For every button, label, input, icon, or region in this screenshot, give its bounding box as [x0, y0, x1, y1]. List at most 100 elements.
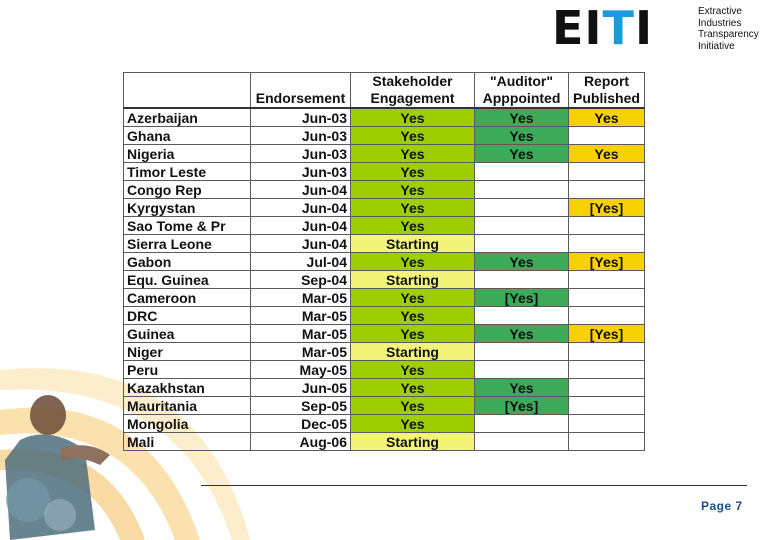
- endorsement-cell: Dec-05: [250, 414, 351, 433]
- table-row: Mali Aug-06 Starting: [123, 432, 645, 451]
- endorsement-cell: Sep-04: [250, 270, 351, 289]
- endorsement-cell: Mar-05: [250, 342, 351, 361]
- endorsement-cell: Jun-05: [250, 378, 351, 397]
- report-cell: [568, 396, 645, 415]
- auditor-cell: [474, 432, 569, 451]
- report-cell: [568, 234, 645, 253]
- endorsement-cell: Mar-05: [250, 306, 351, 325]
- report-cell: [568, 216, 645, 235]
- table-row: Timor Leste Jun-03 Yes: [123, 162, 645, 181]
- endorsement-cell: Jun-03: [250, 144, 351, 163]
- country-cell: Equ. Guinea: [123, 270, 251, 289]
- endorsement-cell: Mar-05: [250, 324, 351, 343]
- table-row: Sierra Leone Jun-04 Starting: [123, 234, 645, 253]
- country-cell: Gabon: [123, 252, 251, 271]
- country-cell: Sierra Leone: [123, 234, 251, 253]
- stakeholder-cell: Yes: [350, 360, 475, 379]
- auditor-cell: Yes: [474, 378, 569, 397]
- country-cell: Mongolia: [123, 414, 251, 433]
- country-cell: Kazakhstan: [123, 378, 251, 397]
- endorsement-cell: Mar-05: [250, 288, 351, 307]
- country-cell: DRC: [123, 306, 251, 325]
- stakeholder-cell: Yes: [350, 144, 475, 163]
- endorsement-cell: Jun-03: [250, 126, 351, 145]
- endorsement-cell: Sep-05: [250, 396, 351, 415]
- report-cell: [Yes]: [568, 198, 645, 217]
- country-cell: Guinea: [123, 324, 251, 343]
- header-stakeholder: Stakeholder Engagement: [350, 72, 475, 109]
- country-cell: Niger: [123, 342, 251, 361]
- table-row: Guinea Mar-05 Yes Yes [Yes]: [123, 324, 645, 343]
- auditor-cell: [474, 270, 569, 289]
- header-country: [123, 72, 251, 109]
- auditor-cell: [Yes]: [474, 396, 569, 415]
- table-row: Mauritania Sep-05 Yes [Yes]: [123, 396, 645, 415]
- stakeholder-cell: Starting: [350, 432, 475, 451]
- country-cell: Mali: [123, 432, 251, 451]
- table-row: Niger Mar-05 Starting: [123, 342, 645, 361]
- country-cell: Sao Tome & Pr: [123, 216, 251, 235]
- table-row: Kazakhstan Jun-05 Yes Yes: [123, 378, 645, 397]
- auditor-cell: Yes: [474, 107, 569, 127]
- table-row: Gabon Jul-04 Yes Yes [Yes]: [123, 252, 645, 271]
- country-cell: Ghana: [123, 126, 251, 145]
- stakeholder-cell: Yes: [350, 180, 475, 199]
- stakeholder-cell: Yes: [350, 414, 475, 433]
- auditor-cell: [474, 342, 569, 361]
- endorsement-cell: May-05: [250, 360, 351, 379]
- endorsement-cell: Jul-04: [250, 252, 351, 271]
- stakeholder-cell: Yes: [350, 378, 475, 397]
- report-cell: [568, 360, 645, 379]
- auditor-cell: Yes: [474, 144, 569, 163]
- endorsement-cell: Jun-03: [250, 162, 351, 181]
- country-cell: Congo Rep: [123, 180, 251, 199]
- stakeholder-cell: Yes: [350, 252, 475, 271]
- decorative-photo-arcs: [0, 368, 250, 540]
- table-row: DRC Mar-05 Yes: [123, 306, 645, 325]
- country-cell: Cameroon: [123, 288, 251, 307]
- stakeholder-cell: Starting: [350, 270, 475, 289]
- stakeholder-cell: Starting: [350, 234, 475, 253]
- auditor-cell: [474, 360, 569, 379]
- table-row: Sao Tome & Pr Jun-04 Yes: [123, 216, 645, 235]
- eiti-logo-text: Extractive Industries Transparency Initi…: [698, 6, 759, 52]
- eiti-logo: EITI Extractive Industries Transparency …: [552, 4, 772, 52]
- table-row: Peru May-05 Yes: [123, 360, 645, 379]
- auditor-cell: [474, 162, 569, 181]
- photo-figure-icon: [5, 395, 110, 540]
- stakeholder-cell: Yes: [350, 306, 475, 325]
- stakeholder-cell: Yes: [350, 107, 475, 127]
- endorsement-cell: Jun-04: [250, 234, 351, 253]
- stakeholder-cell: Yes: [350, 396, 475, 415]
- stakeholder-cell: Yes: [350, 126, 475, 145]
- header-report: Report Published: [568, 72, 645, 109]
- stakeholder-cell: Yes: [350, 288, 475, 307]
- table-row: Cameroon Mar-05 Yes [Yes]: [123, 288, 645, 307]
- page-number: Page 7: [701, 499, 743, 513]
- report-cell: [568, 414, 645, 433]
- report-cell: [568, 306, 645, 325]
- header-auditor: "Auditor" Apppointed: [474, 72, 569, 109]
- table-row: Mongolia Dec-05 Yes: [123, 414, 645, 433]
- auditor-cell: [474, 216, 569, 235]
- country-cell: Nigeria: [123, 144, 251, 163]
- stakeholder-cell: Yes: [350, 216, 475, 235]
- endorsement-cell: Jun-04: [250, 216, 351, 235]
- endorsement-cell: Jun-03: [250, 107, 351, 127]
- table-row: Kyrgystan Jun-04 Yes [Yes]: [123, 198, 645, 217]
- header-endorsement: Endorsement: [250, 72, 351, 109]
- report-cell: [568, 162, 645, 181]
- country-cell: Kyrgystan: [123, 198, 251, 217]
- auditor-cell: [474, 306, 569, 325]
- report-cell: [Yes]: [568, 324, 645, 343]
- endorsement-cell: Jun-04: [250, 198, 351, 217]
- auditor-cell: [Yes]: [474, 288, 569, 307]
- report-cell: [568, 342, 645, 361]
- eiti-logo-mark: EITI: [552, 1, 654, 55]
- country-cell: Timor Leste: [123, 162, 251, 181]
- report-cell: Yes: [568, 144, 645, 163]
- report-cell: Yes: [568, 107, 645, 127]
- auditor-cell: [474, 180, 569, 199]
- footer-divider: [201, 485, 747, 486]
- endorsement-cell: Jun-04: [250, 180, 351, 199]
